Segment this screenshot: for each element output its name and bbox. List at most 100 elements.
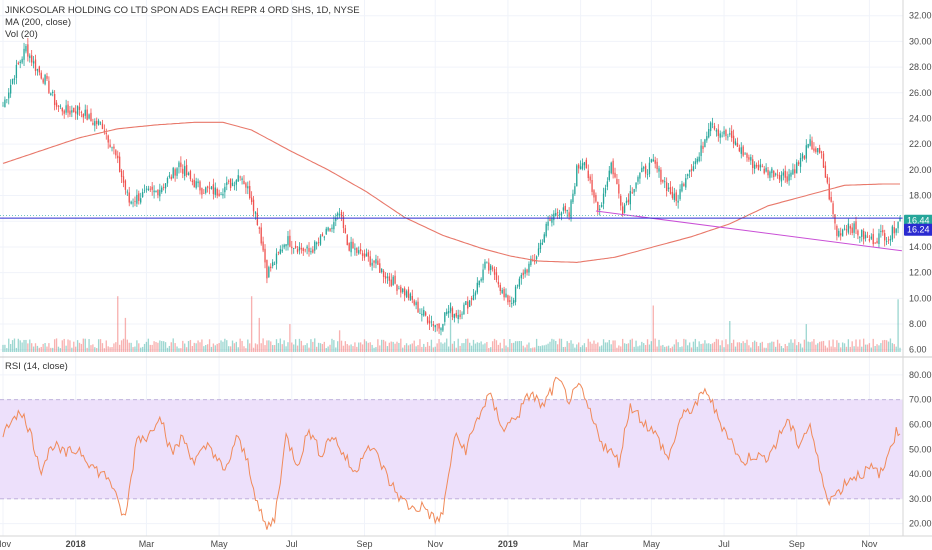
- candle-body: [566, 209, 568, 212]
- candle-body: [302, 248, 304, 251]
- time-axis[interactable]: Nov 2018 Mar May Jul Sep Nov 2019 Mar May Jul Sep No…: [0, 539, 878, 549]
- volume-bar: [723, 347, 725, 352]
- candle-body: [32, 61, 35, 64]
- candle-body: [304, 249, 306, 251]
- volume-bar: [296, 345, 299, 352]
- volume-bar: [736, 342, 739, 352]
- candle-body: [120, 170, 123, 178]
- candle-body: [361, 253, 364, 256]
- volume-bar: [80, 343, 83, 352]
- volume-bar: [338, 330, 341, 352]
- volume-bar: [13, 338, 16, 352]
- candle-body: [449, 307, 452, 312]
- volume-bar: [631, 338, 633, 352]
- candle-body: [438, 323, 440, 329]
- rsi-band-fill: [0, 399, 903, 499]
- volume-bar: [361, 344, 364, 352]
- candle-body: [677, 200, 679, 203]
- candle-body: [767, 170, 769, 176]
- volume-bar: [166, 347, 169, 352]
- volume-bar: [155, 341, 157, 352]
- volume-bar: [174, 343, 176, 352]
- volume-legend[interactable]: Vol (20): [5, 29, 38, 40]
- candle-body: [644, 165, 647, 174]
- volume-bar: [866, 344, 869, 352]
- volume-bar: [817, 343, 819, 352]
- candle-body: [773, 170, 775, 178]
- candle-body: [700, 145, 702, 157]
- candle-body: [289, 235, 291, 247]
- candle-body: [851, 227, 853, 233]
- candle-body: [667, 187, 670, 190]
- candle-body: [520, 274, 522, 279]
- rsi-axis[interactable]: 80.00 70.00 60.00 50.00 40.00 30.00 20.00: [909, 370, 932, 529]
- rsi-legend[interactable]: RSI (14, close): [5, 361, 68, 372]
- candle-body: [11, 78, 14, 84]
- candle-body: [243, 180, 245, 185]
- candle-body: [757, 164, 760, 170]
- volume-bar: [120, 340, 123, 352]
- candle-body: [817, 148, 819, 153]
- volume-bar: [201, 339, 203, 352]
- price-tags: 16.44 16.24: [904, 214, 932, 236]
- candle-body: [633, 189, 635, 193]
- volume-bar: [520, 341, 522, 352]
- candle-body: [111, 147, 113, 149]
- volume-bar: [101, 343, 104, 352]
- volume-bar: [61, 340, 63, 352]
- candle-body: [115, 150, 117, 156]
- candle-body: [218, 193, 220, 196]
- volume-bar: [579, 347, 582, 352]
- volume-bar: [375, 347, 377, 352]
- candle-body: [203, 192, 205, 194]
- candle-body: [671, 191, 674, 198]
- candle-body: [694, 161, 697, 165]
- rsi-band: [0, 399, 903, 500]
- candle-body: [509, 300, 511, 302]
- candle-body: [451, 308, 454, 318]
- candle-body: [736, 142, 739, 147]
- candle-body: [440, 328, 442, 331]
- volume-bar: [75, 346, 77, 352]
- candle-body: [828, 183, 830, 200]
- candle-body: [815, 148, 817, 152]
- candle-body: [36, 68, 39, 71]
- price-axis[interactable]: 32.00 30.00 28.00 26.00 24.00 22.00 20.00 18.00…: [909, 11, 932, 355]
- volume-bar: [390, 341, 392, 352]
- volume-bar: [843, 343, 846, 352]
- candle-body: [872, 234, 874, 245]
- volume-bar: [681, 346, 683, 352]
- volume-bar: [790, 339, 792, 352]
- candle-body: [375, 258, 377, 264]
- volume-bar: [111, 347, 113, 352]
- candle-body: [805, 145, 807, 159]
- volume-bar: [853, 346, 855, 352]
- candle-body: [38, 66, 41, 73]
- volume-bar: [400, 338, 402, 352]
- volume-bar: [709, 344, 712, 352]
- volume-bar: [599, 346, 601, 352]
- volume-bar: [778, 343, 781, 352]
- candle-body: [377, 260, 379, 265]
- volume-bar: [333, 340, 335, 352]
- volume-bar: [409, 344, 412, 352]
- candle-body: [660, 169, 662, 182]
- volume-bar: [48, 343, 50, 352]
- volume-bar: [402, 347, 404, 352]
- time-tick-label: Nov: [861, 539, 878, 549]
- volume-bar: [394, 343, 396, 352]
- candle-body: [713, 125, 716, 130]
- candle-body: [853, 223, 855, 233]
- candle-body: [824, 165, 827, 178]
- candle-body: [189, 171, 192, 180]
- volume-bar: [42, 343, 44, 352]
- candle-body: [576, 165, 578, 187]
- volume-bar: [44, 342, 46, 352]
- volume-bar: [63, 338, 65, 352]
- candle-body: [403, 288, 406, 296]
- volume-bar: [143, 343, 146, 352]
- volume-bar: [505, 345, 507, 352]
- ma-legend[interactable]: MA (200, close): [5, 17, 71, 28]
- candle-body: [162, 186, 165, 188]
